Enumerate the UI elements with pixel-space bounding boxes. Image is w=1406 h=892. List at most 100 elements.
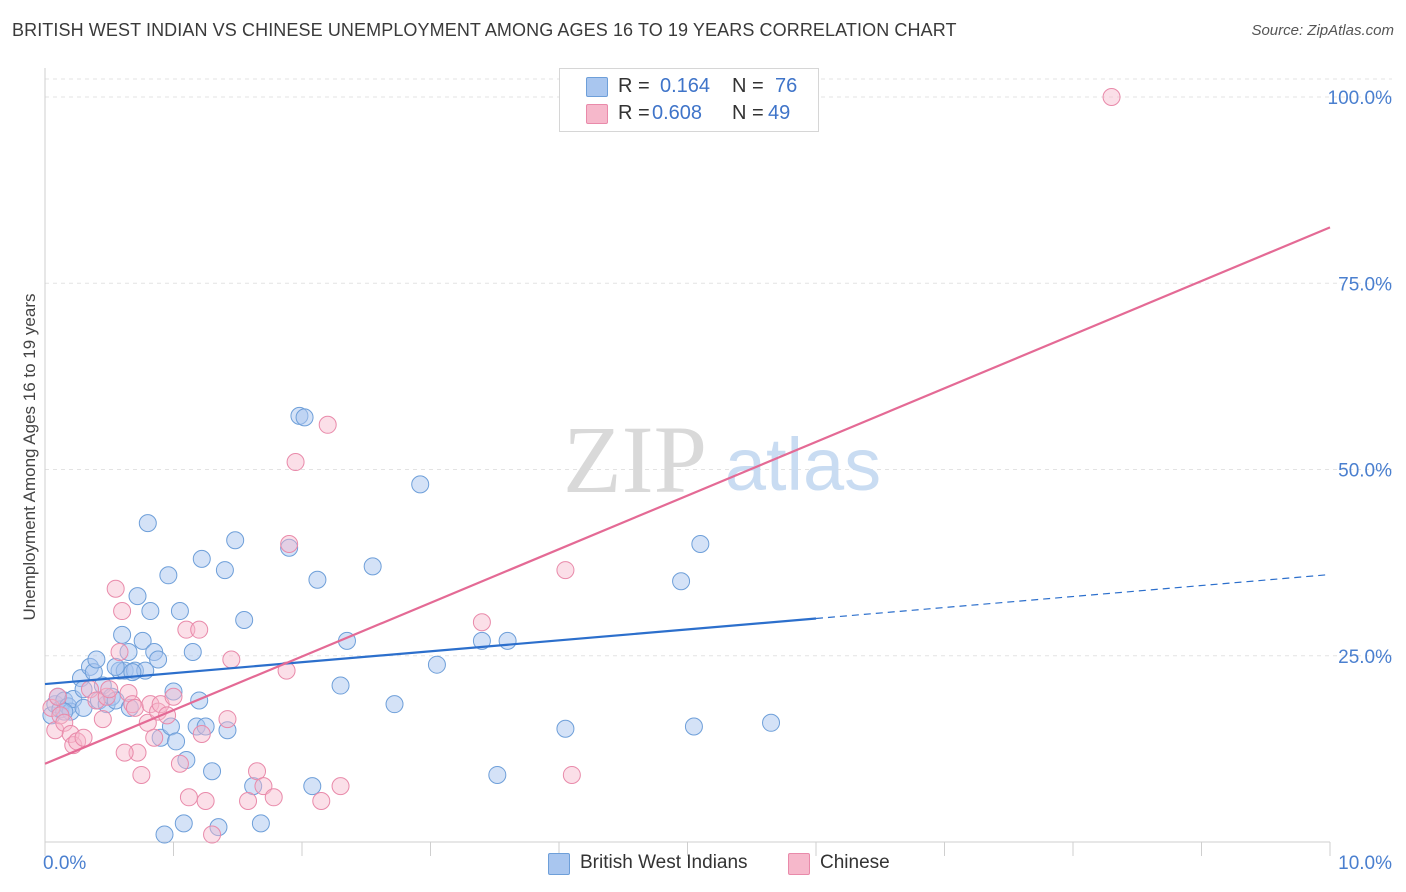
data-point-british-west-indians (159, 566, 178, 585)
chart-title: BRITISH WEST INDIAN VS CHINESE UNEMPLOYM… (12, 20, 957, 40)
data-point-chinese (100, 680, 119, 699)
data-point-british-west-indians (215, 561, 234, 580)
data-point-british-west-indians (167, 732, 186, 751)
legend-n-label: N = (732, 75, 764, 97)
legend-n-value: 76 (775, 75, 798, 97)
data-point-british-west-indians (251, 814, 270, 833)
data-point-chinese (115, 743, 134, 762)
data-point-british-west-indians (133, 631, 152, 650)
data-point-chinese (248, 762, 267, 781)
data-point-british-west-indians (556, 719, 575, 738)
data-point-british-west-indians (691, 535, 710, 553)
x-tick-label: 10.0% (1338, 853, 1392, 874)
data-point-chinese (312, 792, 331, 811)
legend-n-label: N = (732, 102, 764, 124)
data-point-british-west-indians (141, 602, 160, 621)
data-point-chinese (74, 728, 93, 747)
data-point-chinese (55, 713, 74, 732)
data-point-chinese (179, 788, 198, 807)
data-point-british-west-indians (488, 765, 507, 784)
data-point-chinese (562, 765, 581, 784)
data-point-chinese (48, 687, 67, 706)
legend-swatch-blue (586, 77, 608, 97)
data-point-british-west-indians (498, 631, 517, 650)
data-point-chinese (87, 691, 106, 710)
legend-swatch-pink (788, 853, 810, 875)
data-point-british-west-indians (684, 717, 703, 736)
data-point-british-west-indians (385, 695, 404, 714)
watermark-zip: ZIP (563, 406, 707, 513)
data-point-british-west-indians (209, 818, 228, 837)
data-point-chinese (192, 724, 211, 743)
y-tick-label: 50.0% (1338, 461, 1392, 482)
stats-legend: R = 0.164 N = 76 R = 0.608 N = 49 (559, 68, 819, 132)
data-point-chinese (113, 602, 132, 621)
data-point-british-west-indians (106, 657, 125, 676)
data-point-chinese (42, 698, 61, 717)
legend-r-value: 0.608 (652, 102, 703, 124)
data-point-british-west-indians (155, 825, 174, 844)
data-point-british-west-indians (87, 650, 106, 669)
data-point-british-west-indians (280, 538, 299, 557)
trend-line-british-west-indians (44, 617, 817, 686)
data-point-chinese (472, 613, 491, 632)
data-point-british-west-indians (164, 682, 183, 701)
source-credit: Source: ZipAtlas.com (1251, 22, 1394, 39)
legend-swatch-blue (548, 853, 570, 875)
data-point-chinese (218, 710, 237, 729)
data-point-british-west-indians (235, 610, 254, 629)
data-point-british-west-indians (427, 655, 446, 674)
data-point-chinese (318, 415, 337, 434)
data-point-british-west-indians (363, 557, 382, 576)
data-point-british-west-indians (672, 572, 691, 591)
data-point-chinese (164, 687, 183, 706)
data-point-chinese (110, 643, 129, 662)
data-point-british-west-indians (472, 631, 491, 650)
data-point-chinese (93, 710, 112, 729)
data-point-chinese (145, 728, 164, 747)
data-point-british-west-indians (226, 531, 245, 550)
data-point-chinese (170, 754, 189, 773)
data-point-chinese (239, 792, 258, 811)
y-tick-label: 25.0% (1338, 647, 1392, 668)
data-point-chinese (203, 825, 222, 844)
data-point-chinese (190, 620, 209, 639)
data-point-british-west-indians (295, 408, 314, 427)
data-point-chinese (125, 698, 144, 717)
legend-r-label: R = (618, 75, 650, 97)
legend-label: Chinese (820, 852, 890, 873)
data-point-chinese (141, 695, 160, 714)
watermark-atlas: atlas (725, 423, 881, 506)
data-point-chinese (1102, 88, 1121, 106)
data-point-chinese (196, 792, 215, 811)
data-point-chinese (177, 620, 196, 639)
legend-swatch-pink (586, 104, 608, 124)
data-point-chinese (254, 777, 273, 796)
data-point-chinese (264, 788, 283, 807)
data-point-chinese (556, 561, 575, 580)
trend-extension-british-west-indians (815, 573, 1331, 620)
data-point-british-west-indians (411, 475, 430, 494)
trend-line-chinese (44, 226, 1331, 765)
x-tick-label: 0.0% (43, 853, 86, 874)
y-tick-label: 100.0% (1328, 88, 1393, 109)
data-point-british-west-indians (303, 777, 322, 796)
y-tick-label: 75.0% (1338, 274, 1392, 295)
data-point-chinese (222, 650, 241, 669)
data-point-chinese (128, 743, 147, 762)
legend-r-value: 0.164 (660, 75, 711, 97)
tick-labels: 25.0% 50.0% 75.0% 100.0% 0.0% 10.0% (43, 88, 1392, 874)
legend-r-label: R = (618, 102, 650, 124)
data-point-british-west-indians (308, 570, 327, 589)
data-point-chinese (119, 684, 138, 702)
data-point-chinese (132, 765, 151, 784)
y-axis-title: Unemployment Among Ages 16 to 19 years (20, 293, 39, 621)
data-point-chinese (331, 777, 350, 796)
data-point-british-west-indians (113, 625, 132, 644)
trend-lines (44, 226, 1331, 765)
data-point-british-west-indians (203, 762, 222, 781)
data-point-british-west-indians (331, 676, 350, 695)
series-british-west-indians (42, 406, 781, 844)
data-point-british-west-indians (170, 602, 189, 621)
data-point-chinese (280, 535, 299, 553)
